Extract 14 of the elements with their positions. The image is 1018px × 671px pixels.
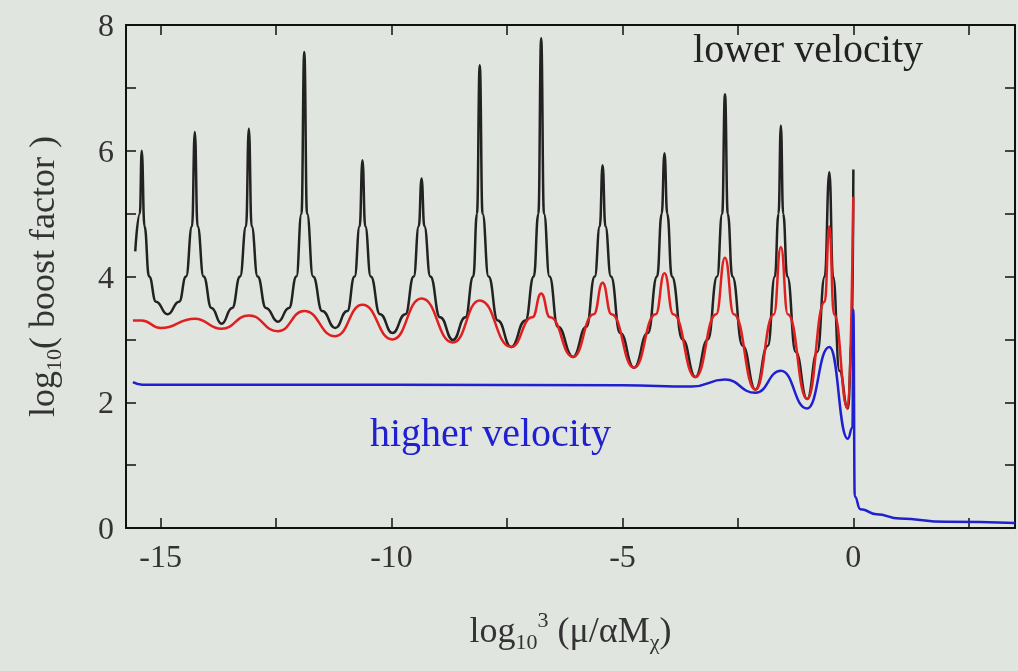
line-series bbox=[131, 195, 855, 410]
series-label: higher velocity bbox=[370, 409, 612, 455]
x-tick-label: 0 bbox=[845, 538, 862, 574]
y-tick-label: 6 bbox=[98, 132, 114, 169]
y-axis-title: log10( boost factor ) bbox=[22, 136, 66, 417]
y-tick-label: 8 bbox=[98, 7, 114, 43]
line-series bbox=[131, 308, 1017, 525]
y-tick-label: 2 bbox=[98, 384, 114, 421]
x-tick-label: -15 bbox=[139, 538, 182, 574]
x-tick-label: -5 bbox=[609, 538, 636, 574]
x-tick-label: -10 bbox=[370, 538, 413, 574]
y-tick-label: 4 bbox=[98, 258, 114, 295]
series-label: lower velocity bbox=[693, 25, 923, 71]
y-tick-label: 0 bbox=[98, 510, 114, 546]
